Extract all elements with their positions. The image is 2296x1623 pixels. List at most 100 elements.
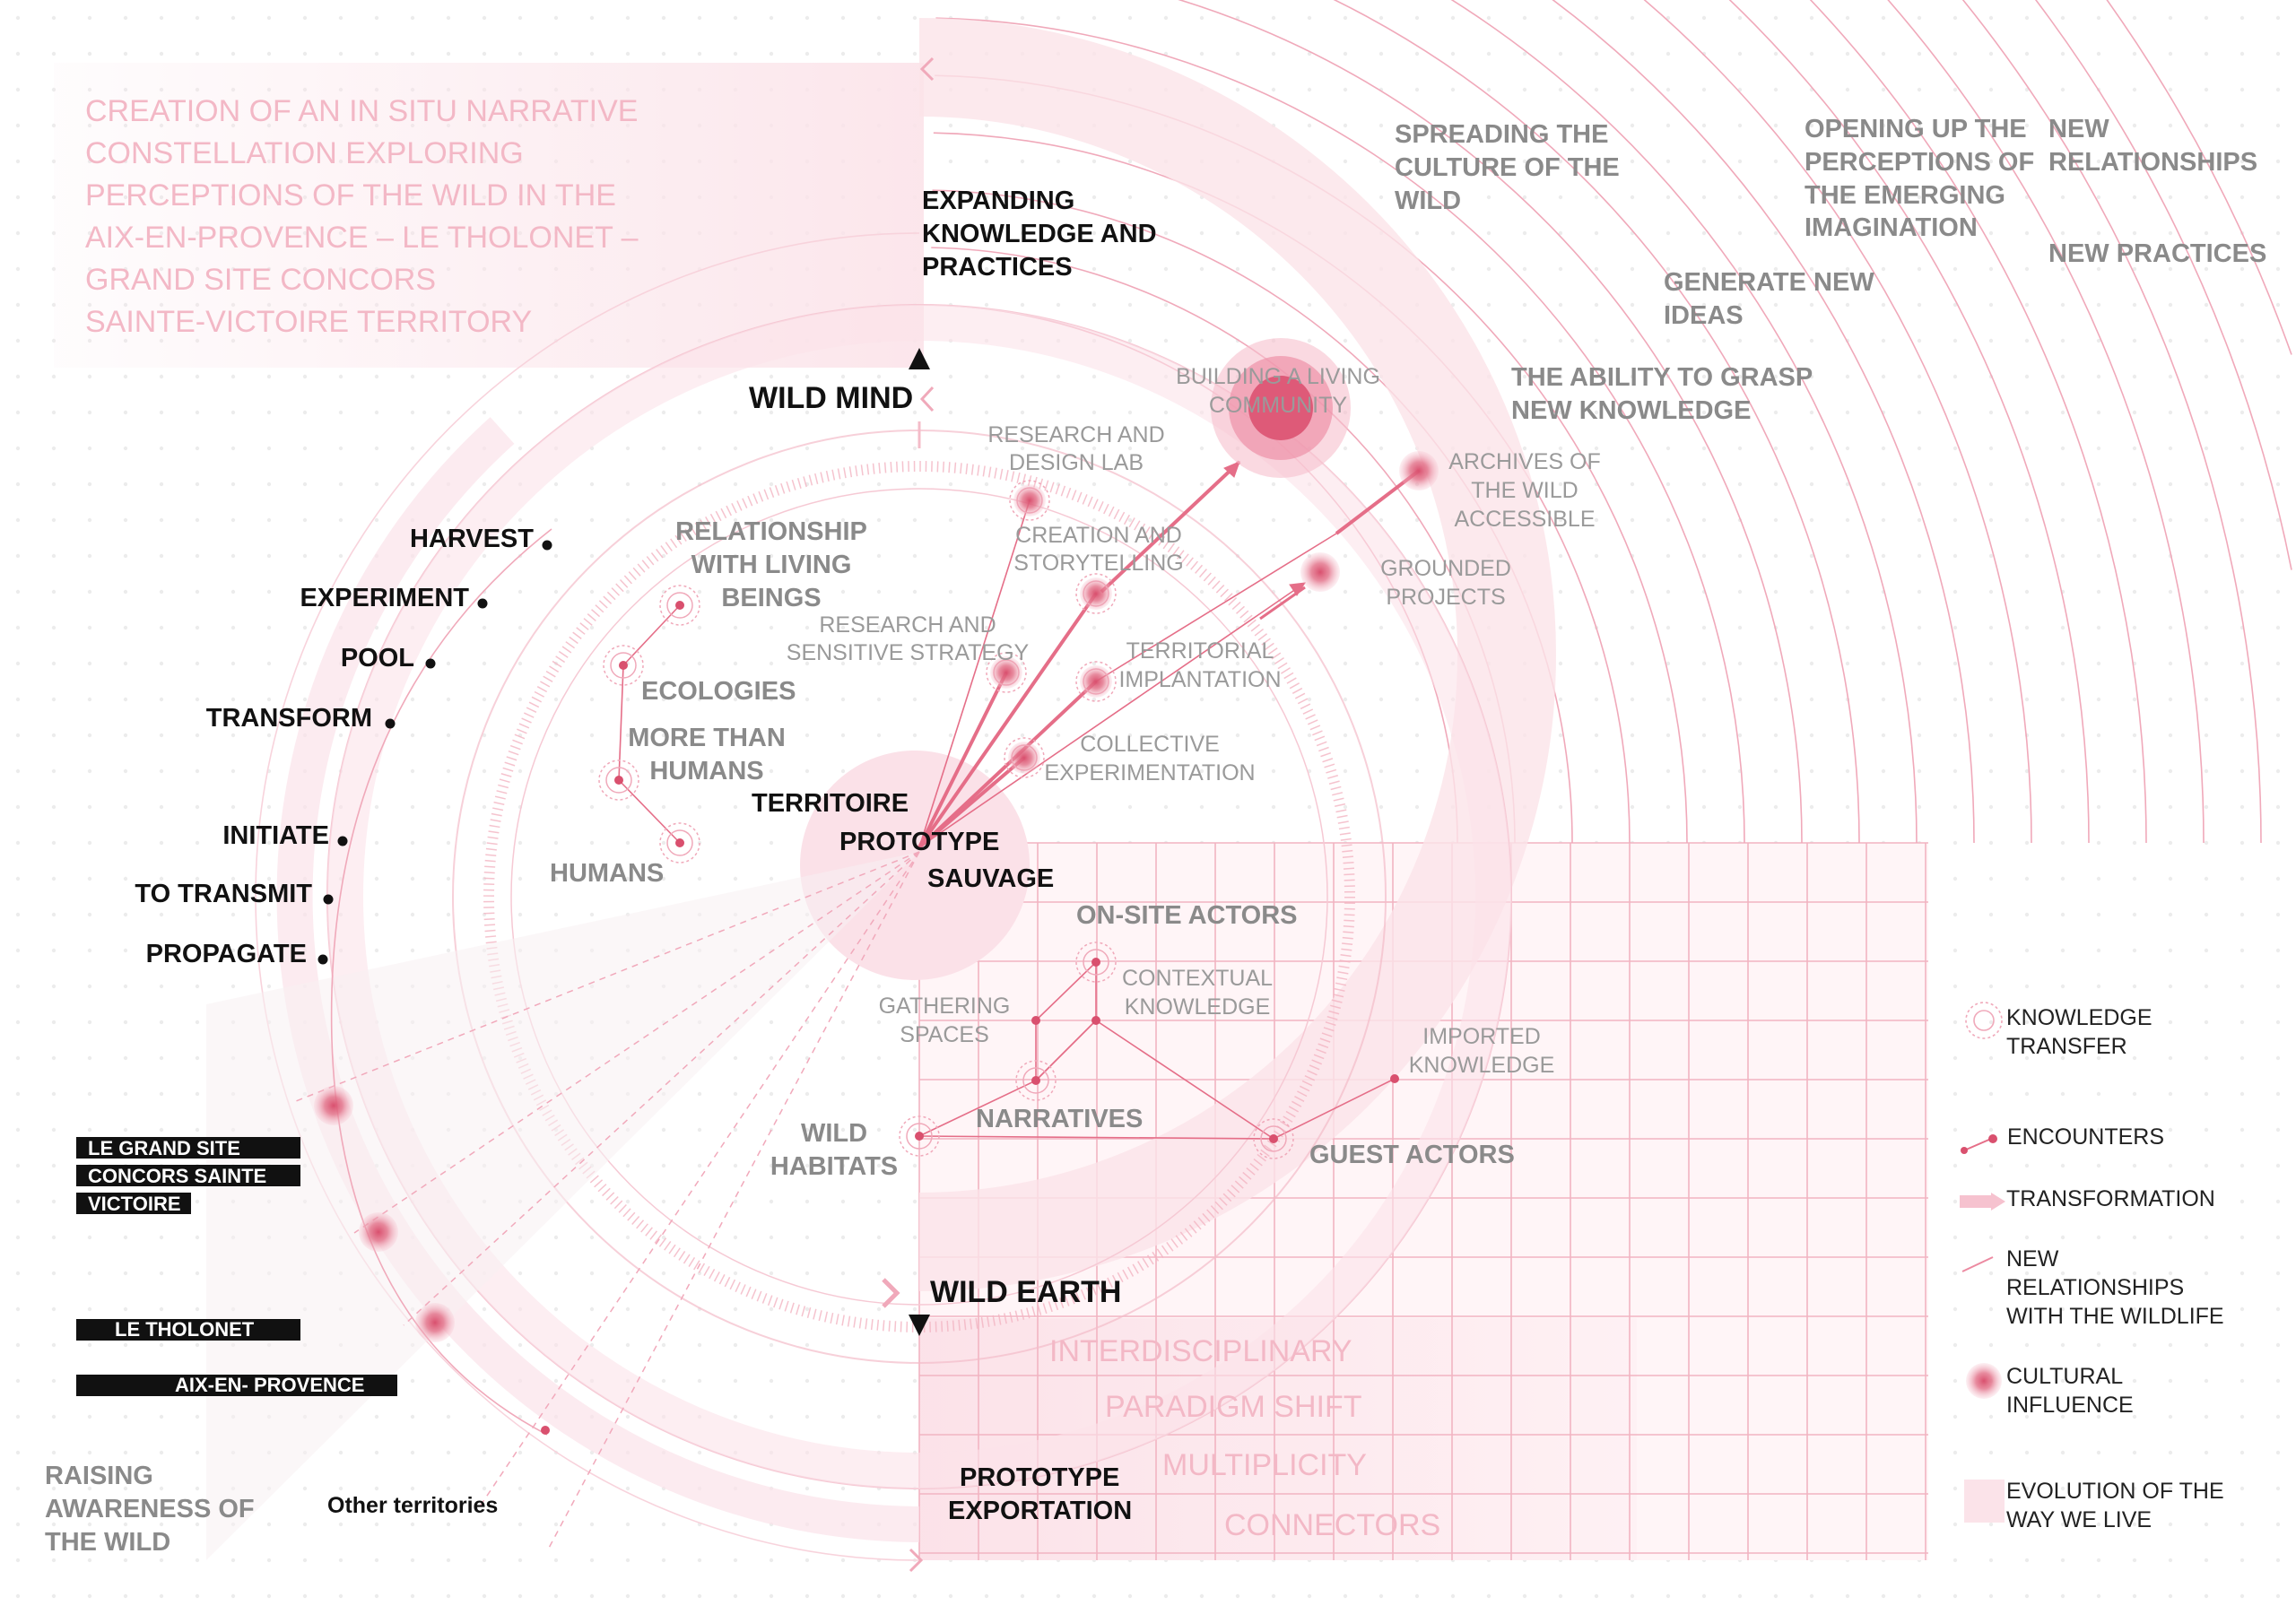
action-transform: TRANSFORM — [206, 704, 372, 733]
svg-text:RELATIONSHIP: RELATIONSHIP — [675, 517, 867, 546]
new-relationships-label: NEW — [2048, 115, 2109, 143]
tholonet-label: LE THOLONET — [115, 1318, 255, 1341]
intro-text: CREATION OF AN IN SITU NARRATIVE CONSTEL… — [85, 94, 639, 339]
action-harvest: HARVEST — [410, 525, 534, 553]
legend-knowledge: KNOWLEDGE — [2006, 1005, 2152, 1030]
generate-label: GENERATE NEW — [1664, 268, 1874, 297]
place-bars — [76, 1137, 397, 1396]
new-practices-label: NEW PRACTICES — [2048, 239, 2266, 268]
svg-text:COMMUNITY: COMMUNITY — [1209, 393, 1347, 418]
grounded-label: GROUNDED — [1380, 556, 1511, 581]
svg-text:TRANSFER: TRANSFER — [2006, 1034, 2127, 1059]
humans-label: HUMANS — [550, 859, 664, 888]
svg-text:RELATIONSHIPS: RELATIONSHIPS — [2006, 1275, 2184, 1300]
svg-text:RELATIONSHIPS: RELATIONSHIPS — [2048, 148, 2257, 177]
svg-text:EXPANDING: EXPANDING — [922, 187, 1074, 215]
opening-label: OPENING UP THE — [1805, 115, 2027, 143]
center-line-1: TERRITOIRE — [752, 789, 909, 818]
svg-text:CULTURE OF THE: CULTURE OF THE — [1395, 153, 1620, 182]
svg-text:BEINGS: BEINGS — [721, 584, 821, 612]
more-than-humans-label: MORE THAN HUMANS — [628, 724, 786, 785]
building-label: BUILDING A LIVING — [1176, 364, 1380, 389]
svg-text:KNOWLEDGE AND: KNOWLEDGE AND — [922, 220, 1157, 248]
svg-text:HUMANS: HUMANS — [649, 757, 763, 785]
svg-text:ACCESSIBLE: ACCESSIBLE — [1454, 507, 1595, 532]
knowledge-transfer-nodes — [598, 480, 1294, 1159]
archives-label: ARCHIVES OF — [1448, 449, 1600, 474]
wild-earth-label: WILD EARTH — [930, 1275, 1121, 1309]
outcome-labels: SPREADING THE CULTURE OF THE WILD OPENIN… — [1395, 115, 2266, 425]
legend-graphics — [1960, 1002, 2005, 1523]
svg-text:DESIGN LAB: DESIGN LAB — [1009, 450, 1144, 475]
intro-line: PERCEPTIONS OF THE WILD IN THE — [85, 178, 616, 213]
narratives-label: NARRATIVES — [976, 1105, 1143, 1133]
action-pool: POOL — [341, 644, 414, 673]
svg-text:THE WILD: THE WILD — [45, 1528, 170, 1557]
svg-text:MORE THAN: MORE THAN — [628, 724, 786, 752]
svg-text:PARADIGM SHIFT: PARADIGM SHIFT — [1105, 1390, 1362, 1424]
onsite-actors-label: ON-SITE ACTORS — [1076, 901, 1298, 930]
grand-site-label: LE GRAND SITE — [88, 1137, 240, 1159]
spreading-label: SPREADING THE — [1395, 120, 1608, 149]
research-design-label: RESEARCH AND — [987, 422, 1164, 447]
svg-text:WITH LIVING: WITH LIVING — [691, 551, 852, 579]
intro-line: AIX-EN-PROVENCE – LE THOLONET – — [85, 221, 639, 255]
inner-node-labels: RESEARCH AND DESIGN LAB CREATION AND STO… — [787, 422, 1282, 785]
svg-text:CONCORS SAINTE: CONCORS SAINTE — [88, 1165, 266, 1187]
intro-line: CREATION OF AN IN SITU NARRATIVE — [85, 94, 638, 128]
svg-text:IDEAS: IDEAS — [1664, 301, 1744, 330]
svg-text:RAISING: RAISING — [45, 1462, 153, 1490]
center-line-3: SAUVAGE — [927, 864, 1054, 893]
svg-text:PROTOTYPE: PROTOTYPE — [960, 1463, 1119, 1492]
svg-text:INFLUENCE: INFLUENCE — [2006, 1393, 2134, 1418]
relationship-label: RELATIONSHIP WITH LIVING BEINGS — [675, 517, 867, 612]
encounter-dots — [541, 601, 1399, 1435]
outer-node-labels: BUILDING A LIVING COMMUNITY ARCHIVES OF … — [1176, 364, 1601, 610]
wild-mind-label: WILD MIND — [749, 381, 913, 415]
encounter-links — [618, 460, 1421, 1140]
wild-habitats-label: WILD HABITATS — [770, 1119, 898, 1181]
svg-text:THE EMERGING: THE EMERGING — [1805, 181, 2005, 210]
svg-text:NEW KNOWLEDGE: NEW KNOWLEDGE — [1511, 396, 1751, 425]
grid-words: INTERDISCIPLINARY PARADIGM SHIFT MULTIPL… — [1049, 1334, 1440, 1542]
svg-text:THE WILD: THE WILD — [1471, 478, 1578, 503]
svg-text:INTERDISCIPLINARY: INTERDISCIPLINARY — [1049, 1334, 1352, 1368]
action-experiment: EXPERIMENT — [300, 584, 469, 612]
svg-text:IMPLANTATION: IMPLANTATION — [1118, 667, 1281, 692]
intro-band — [54, 63, 924, 368]
svg-text:WILD: WILD — [801, 1119, 867, 1148]
wild-earth-marker — [909, 1315, 930, 1336]
svg-text:SENSITIVE STRATEGY: SENSITIVE STRATEGY — [787, 640, 1030, 665]
creation-label: CREATION AND — [1015, 523, 1182, 548]
wild-mind-marker — [909, 348, 930, 369]
territorial-label: TERRITORIAL — [1126, 638, 1274, 664]
svg-text:PRACTICES: PRACTICES — [922, 253, 1073, 282]
raising-awareness-label: RAISING AWARENESS OF THE WILD — [45, 1462, 255, 1557]
svg-text:PERCEPTIONS OF: PERCEPTIONS OF — [1805, 148, 2034, 177]
prototype-disc — [800, 751, 1030, 980]
action-list: HARVEST EXPERIMENT POOL TRANSFORM INITIA… — [135, 525, 534, 968]
intro-line: SAINTE-VICTOIRE TERRITORY — [85, 305, 532, 339]
ecologies-label: ECOLOGIES — [641, 677, 796, 706]
svg-text:EXPORTATION: EXPORTATION — [948, 1497, 1132, 1525]
svg-text:KNOWLEDGE: KNOWLEDGE — [1409, 1053, 1555, 1078]
cultural-influence-nodes — [314, 338, 1439, 1342]
imported-label: IMPORTED — [1422, 1024, 1541, 1049]
legend-cultural: CULTURAL — [2006, 1364, 2123, 1389]
guest-actors-label: GUEST ACTORS — [1309, 1141, 1515, 1169]
svg-text:WILD: WILD — [1395, 187, 1461, 215]
legend: KNOWLEDGE TRANSFER ENCOUNTERS TRANSFORMA… — [2006, 1005, 2224, 1532]
svg-text:WITH THE WILDLIFE: WITH THE WILDLIFE — [2006, 1304, 2224, 1329]
svg-text:KNOWLEDGE: KNOWLEDGE — [1125, 994, 1271, 1020]
action-propagate: PROPAGATE — [146, 940, 307, 968]
research-sensitive-label: RESEARCH AND — [819, 612, 996, 638]
place-labels: LE GRAND SITE CONCORS SAINTE VICTOIRE LE… — [88, 1137, 364, 1396]
collective-label: COLLECTIVE — [1080, 732, 1220, 757]
center-line-2: PROTOTYPE — [839, 828, 999, 856]
svg-text:HABITATS: HABITATS — [770, 1152, 898, 1181]
legend-evolution: EVOLUTION OF THE — [2006, 1479, 2224, 1504]
svg-text:PROJECTS: PROJECTS — [1386, 585, 1505, 610]
wild-cycle-band — [255, 18, 1556, 1573]
